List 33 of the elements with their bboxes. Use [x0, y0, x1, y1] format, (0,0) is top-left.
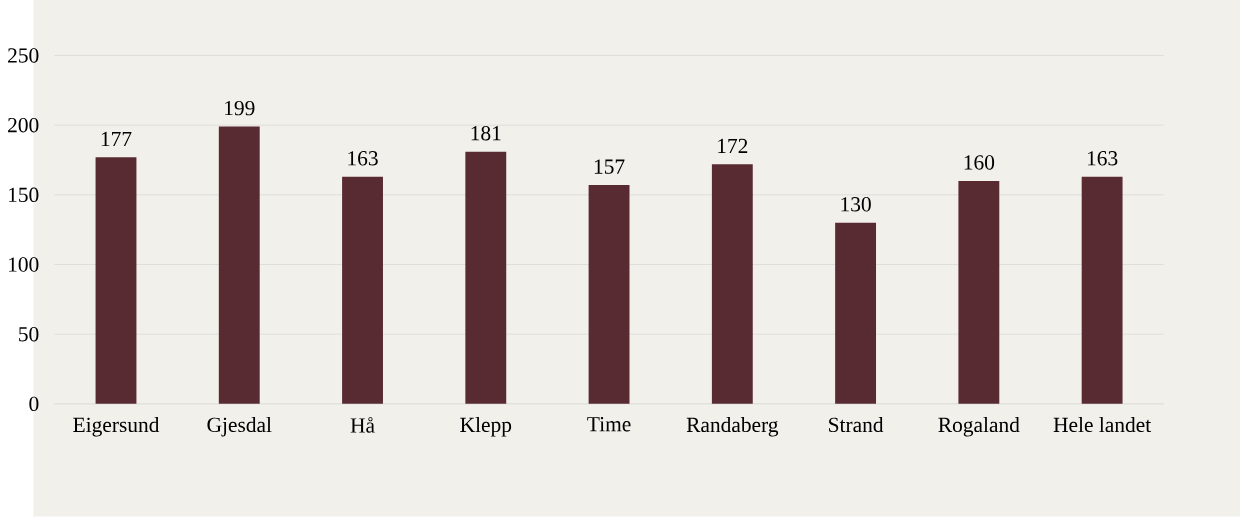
data-label: 130	[841, 197, 871, 212]
data-label: 163	[1087, 151, 1118, 166]
x-tick-label: Randaberg	[686, 417, 779, 437]
x-tick-label: Eigersund	[73, 417, 160, 437]
data-label: 177	[101, 131, 132, 147]
y-tick-label: 50	[19, 327, 39, 342]
bar	[95, 157, 137, 404]
data-label: 163	[348, 151, 378, 166]
bar	[958, 181, 1000, 404]
y-tick-label: 150	[9, 187, 39, 203]
x-tick-label: Hå	[350, 417, 375, 433]
data-label: 199	[225, 101, 255, 116]
data-label: 157	[594, 159, 625, 174]
y-tick-label: 250	[8, 48, 39, 63]
x-tick-label: Gjesdal	[207, 417, 272, 437]
y-tick-label: 200	[8, 118, 39, 133]
bar	[588, 185, 630, 404]
data-label: 172	[718, 138, 748, 154]
x-tick-label: Hele landet	[1053, 417, 1152, 433]
x-tick-label: Strand	[829, 417, 884, 433]
y-tick-label: 100	[9, 257, 39, 272]
bar	[465, 151, 507, 404]
x-tick-label: Rogaland	[938, 417, 1020, 437]
bar	[1081, 176, 1123, 404]
bar	[711, 164, 753, 404]
y-tick-label: 0	[29, 396, 39, 412]
bar	[835, 222, 877, 404]
data-label: 160	[964, 155, 995, 170]
x-tick-label: Time	[587, 417, 631, 432]
x-tick-label: Klepp	[460, 417, 512, 437]
bar	[342, 176, 383, 404]
data-label: 181	[471, 126, 501, 141]
bar	[218, 126, 260, 404]
